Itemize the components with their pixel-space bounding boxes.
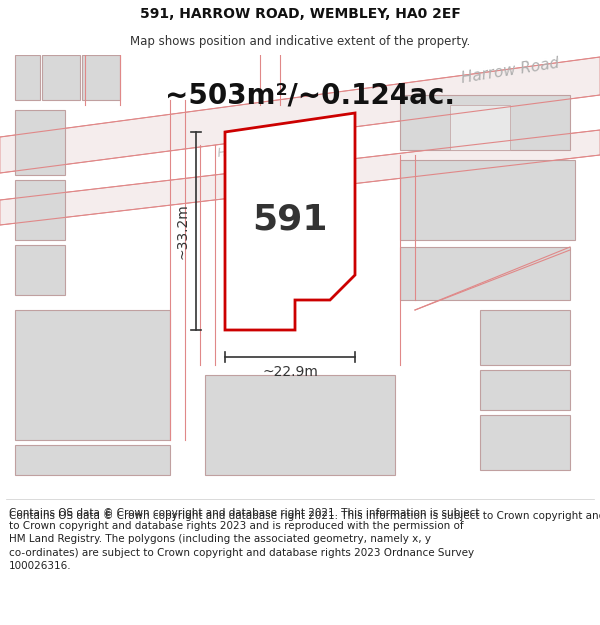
Polygon shape: [450, 105, 510, 150]
Polygon shape: [15, 180, 65, 240]
Polygon shape: [15, 55, 40, 100]
Polygon shape: [400, 95, 570, 150]
Polygon shape: [42, 55, 80, 100]
Text: Contains OS data © Crown copyright and database right 2021. This information is : Contains OS data © Crown copyright and d…: [9, 511, 600, 521]
Polygon shape: [82, 55, 120, 100]
Text: ~22.9m: ~22.9m: [262, 365, 318, 379]
Polygon shape: [225, 113, 355, 330]
Text: Harrow Rd: Harrow Rd: [217, 139, 283, 161]
Polygon shape: [15, 110, 65, 175]
Text: Harrow Road: Harrow Road: [460, 56, 560, 86]
Polygon shape: [15, 310, 170, 440]
Polygon shape: [400, 247, 570, 300]
Text: 591: 591: [252, 203, 328, 237]
Polygon shape: [0, 130, 600, 225]
Text: 591, HARROW ROAD, WEMBLEY, HA0 2EF: 591, HARROW ROAD, WEMBLEY, HA0 2EF: [140, 7, 460, 21]
Polygon shape: [15, 245, 65, 295]
Polygon shape: [480, 310, 570, 365]
Polygon shape: [205, 375, 395, 475]
Text: Contains OS data © Crown copyright and database right 2021. This information is : Contains OS data © Crown copyright and d…: [9, 508, 479, 571]
Text: ~33.2m: ~33.2m: [175, 203, 189, 259]
Text: ~503m²/~0.124ac.: ~503m²/~0.124ac.: [165, 81, 455, 109]
Text: Map shows position and indicative extent of the property.: Map shows position and indicative extent…: [130, 35, 470, 48]
Polygon shape: [480, 415, 570, 470]
Polygon shape: [400, 160, 575, 240]
Polygon shape: [237, 140, 342, 280]
Polygon shape: [0, 57, 600, 173]
Polygon shape: [15, 445, 170, 475]
Polygon shape: [480, 370, 570, 410]
